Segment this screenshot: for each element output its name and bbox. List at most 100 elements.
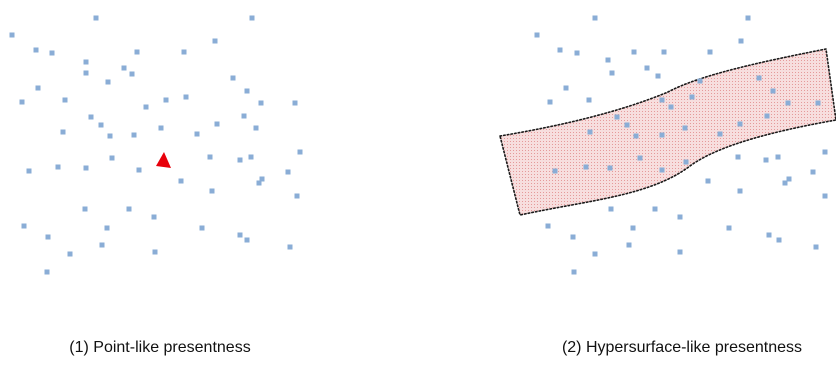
caption-hypersurface-like: (2) Hypersurface-like presentness	[561, 339, 803, 356]
left-event-point	[207, 154, 213, 160]
right-event-point	[637, 155, 643, 161]
right-event-point	[785, 100, 791, 106]
left-event-point	[181, 49, 187, 55]
left-event-point	[258, 100, 264, 106]
left-event-point	[209, 188, 215, 194]
right-event-point	[552, 168, 558, 174]
right-event-point	[815, 100, 821, 106]
left-event-point	[9, 32, 15, 38]
right-event-point	[810, 169, 816, 175]
right-event-point	[633, 133, 639, 139]
left-event-point	[248, 154, 254, 160]
event-points-left	[9, 15, 303, 275]
left-event-point	[99, 242, 105, 248]
right-event-point	[822, 149, 828, 155]
right-event-point	[682, 125, 688, 131]
left-event-point	[183, 94, 189, 100]
right-event-point	[592, 251, 598, 257]
left-event-point	[62, 97, 68, 103]
left-event-point	[194, 131, 200, 137]
right-event-point	[745, 15, 751, 21]
left-event-point	[151, 214, 157, 220]
right-event-point	[644, 65, 650, 71]
left-event-point	[143, 104, 149, 110]
right-event-point	[547, 99, 553, 105]
hypersurface-outline	[499, 48, 836, 216]
right-event-point	[737, 121, 743, 127]
right-event-point	[786, 176, 792, 182]
right-event-point	[614, 114, 620, 120]
left-event-point	[107, 133, 113, 139]
right-event-point	[737, 188, 743, 194]
right-event-point	[756, 75, 762, 81]
left-event-point	[67, 251, 73, 257]
left-event-point	[88, 114, 94, 120]
right-event-point	[705, 178, 711, 184]
right-event-point	[766, 232, 772, 238]
right-event-point	[726, 225, 732, 231]
right-event-point	[574, 50, 580, 56]
left-event-point	[199, 225, 205, 231]
right-event-point	[652, 206, 658, 212]
left-event-point	[55, 164, 61, 170]
left-event-point	[21, 223, 27, 229]
right-event-point	[763, 157, 769, 163]
left-event-point	[292, 100, 298, 106]
left-event-point	[297, 149, 303, 155]
right-event-point	[717, 131, 723, 137]
left-event-point	[109, 155, 115, 161]
left-event-point	[259, 176, 265, 182]
left-event-point	[83, 165, 89, 171]
caption-point-like: (1) Point-like presentness	[69, 339, 251, 356]
right-event-point	[583, 164, 589, 170]
right-event-point	[813, 244, 819, 250]
left-event-point	[152, 249, 158, 255]
right-event-point	[782, 180, 788, 186]
left-event-point	[244, 88, 250, 94]
left-event-point	[178, 178, 184, 184]
left-event-point	[98, 122, 104, 128]
right-event-point	[626, 242, 632, 248]
right-event-point	[608, 206, 614, 212]
right-event-point	[735, 154, 741, 160]
right-event-point	[775, 154, 781, 160]
right-event-point	[571, 269, 577, 275]
left-event-point	[244, 237, 250, 243]
left-event-point	[82, 206, 88, 212]
hypersurface-stipple	[500, 49, 836, 215]
present-point-triangle-icon	[156, 152, 171, 168]
right-event-point	[534, 32, 540, 38]
right-event-point	[655, 73, 661, 79]
right-event-point	[557, 47, 563, 53]
right-event-point	[659, 167, 665, 173]
right-event-point	[683, 159, 689, 165]
right-event-point	[631, 49, 637, 55]
right-event-point	[677, 249, 683, 255]
right-event-point	[587, 129, 593, 135]
hypersurface-band	[499, 48, 836, 216]
left-event-point	[104, 225, 110, 231]
right-event-point	[586, 97, 592, 103]
right-event-point	[592, 15, 598, 21]
right-event-point	[677, 214, 683, 220]
left-event-point	[93, 15, 99, 21]
right-event-point	[668, 104, 674, 110]
right-event-point	[822, 193, 828, 199]
left-event-point	[33, 47, 39, 53]
right-event-point	[764, 113, 770, 119]
left-event-point	[45, 234, 51, 240]
left-event-point	[163, 97, 169, 103]
left-event-point	[287, 244, 293, 250]
right-event-point	[570, 234, 576, 240]
left-event-point	[214, 121, 220, 127]
left-event-point	[256, 180, 262, 186]
right-event-point	[563, 85, 569, 91]
left-event-point	[237, 232, 243, 238]
left-event-point	[44, 269, 50, 275]
right-event-point	[659, 97, 665, 103]
left-event-point	[230, 75, 236, 81]
left-event-point	[129, 71, 135, 77]
right-event-point	[770, 88, 776, 94]
left-event-point	[83, 70, 89, 76]
